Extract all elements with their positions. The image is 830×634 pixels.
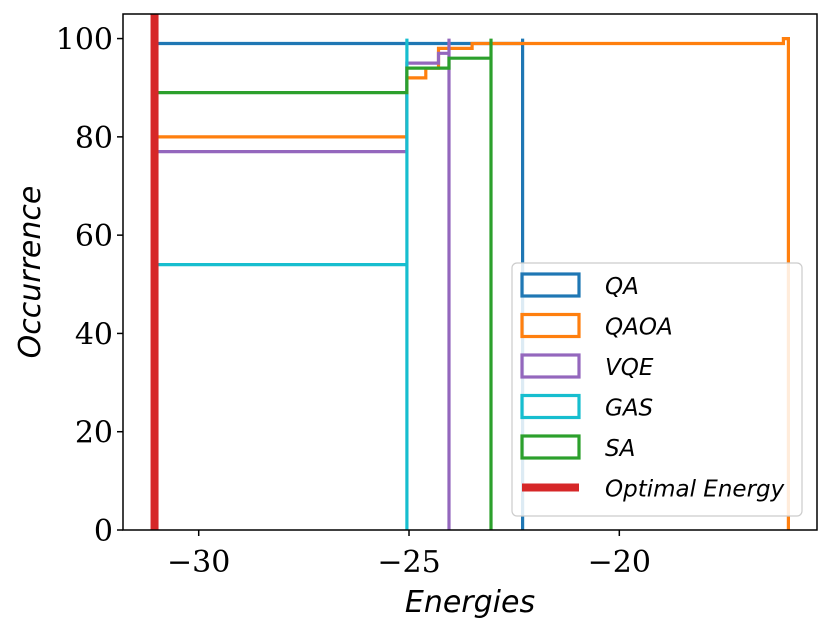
x-tick-label: −20 [588, 545, 651, 580]
y-tick-label: 80 [75, 121, 113, 156]
legend-swatch-qaoa [520, 312, 581, 339]
legend-swatch-gas [520, 393, 581, 420]
legend-label: Optimal Energy [605, 477, 785, 503]
y-tick-label: 0 [94, 514, 113, 549]
legend-swatch-qa [520, 272, 581, 298]
series-gas-step [156, 38, 409, 530]
legend-box [511, 262, 803, 517]
y-tick-label: 100 [56, 23, 113, 58]
x-tick-label: −25 [377, 545, 440, 580]
legend-label: QA [605, 274, 639, 300]
ticks-layer: −30 −25 −20 0 20 40 60 80 100 [56, 23, 651, 580]
legend-swatch-vqe [520, 353, 581, 379]
y-axis-label: Occurrence [13, 186, 48, 359]
legend-label: GAS [605, 396, 653, 422]
series-vqe-step [156, 38, 451, 530]
y-tick-label: 40 [75, 317, 113, 352]
legend-label: VQE [605, 355, 654, 381]
legend: QA QAOA VQE GAS SA Optimal Energy [511, 262, 803, 517]
series-qa-step [156, 38, 525, 530]
legend-label: SA [605, 436, 635, 462]
x-axis-label: Energies [405, 585, 535, 620]
plot-frame [122, 13, 818, 531]
x-tick-label: −30 [167, 545, 230, 580]
y-tick-label: 20 [75, 416, 113, 451]
legend-swatch-sa [520, 434, 581, 460]
series-sa-step [156, 38, 493, 530]
legend-label: QAOA [605, 315, 673, 341]
y-tick-label: 60 [75, 219, 113, 254]
